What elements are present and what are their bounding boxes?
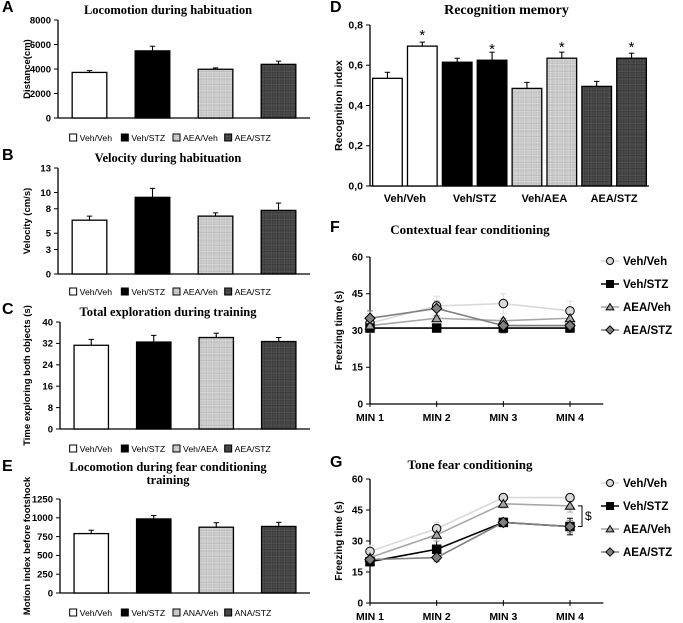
svg-text:500: 500 xyxy=(37,551,53,562)
svg-text:3: 3 xyxy=(46,245,51,256)
svg-text:MIN 2: MIN 2 xyxy=(423,412,451,424)
svg-text:Freezing time (s): Freezing time (s) xyxy=(334,501,345,580)
svg-text:Veh/STZ: Veh/STZ xyxy=(623,501,668,513)
svg-text:Veh/Veh: Veh/Veh xyxy=(80,287,113,297)
svg-text:MIN 4: MIN 4 xyxy=(556,412,584,424)
svg-text:4000: 4000 xyxy=(30,64,51,75)
svg-text:Distance(cm): Distance(cm) xyxy=(22,39,33,99)
svg-text:5: 5 xyxy=(46,229,52,240)
svg-text:MIN 4: MIN 4 xyxy=(556,611,584,623)
svg-text:30: 30 xyxy=(352,326,364,337)
svg-text:0,0: 0,0 xyxy=(348,180,363,192)
svg-text:training: training xyxy=(146,473,190,487)
svg-text:0: 0 xyxy=(48,424,53,435)
svg-text:8: 8 xyxy=(48,403,53,414)
svg-text:AEA/Veh: AEA/Veh xyxy=(183,287,218,297)
svg-text:1250: 1250 xyxy=(32,494,53,505)
svg-text:Velocity (cm/s): Velocity (cm/s) xyxy=(22,188,33,255)
svg-text:10: 10 xyxy=(40,188,51,199)
svg-text:Locomotion during fear conditi: Locomotion during fear conditioning xyxy=(69,460,267,474)
svg-text:Veh/STZ: Veh/STZ xyxy=(131,133,165,143)
svg-text:40: 40 xyxy=(42,317,53,328)
svg-text:30: 30 xyxy=(352,536,364,547)
svg-text:AEA/Veh: AEA/Veh xyxy=(623,302,671,314)
svg-text:*: * xyxy=(419,27,425,44)
svg-text:Veh/STZ: Veh/STZ xyxy=(131,608,165,618)
svg-text:0,6: 0,6 xyxy=(348,60,363,72)
svg-text:Veh/Veh: Veh/Veh xyxy=(623,478,667,490)
svg-text:ANA/STZ: ANA/STZ xyxy=(235,608,272,618)
svg-text:0: 0 xyxy=(46,269,51,280)
svg-text:AEA/Veh: AEA/Veh xyxy=(183,133,218,143)
svg-text:Veh/STZ: Veh/STZ xyxy=(453,193,497,205)
svg-text:Total exploration during train: Total exploration during training xyxy=(80,305,258,319)
svg-text:32: 32 xyxy=(42,339,53,350)
svg-text:Veh/STZ: Veh/STZ xyxy=(623,279,668,291)
svg-text:6000: 6000 xyxy=(30,40,51,51)
svg-text:16: 16 xyxy=(42,382,53,393)
svg-text:0: 0 xyxy=(357,399,363,410)
svg-text:Motion index before footshock: Motion index before footshock xyxy=(22,476,33,615)
svg-text:Recognition memory: Recognition memory xyxy=(444,3,569,18)
svg-text:Veh/Veh: Veh/Veh xyxy=(80,133,113,143)
svg-text:15: 15 xyxy=(352,567,364,578)
svg-text:2000: 2000 xyxy=(30,89,51,100)
svg-text:MIN 1: MIN 1 xyxy=(356,412,384,424)
svg-text:Time exploring both objects (s: Time exploring both objects (s) xyxy=(22,305,33,446)
svg-text:60: 60 xyxy=(352,252,364,263)
svg-text:Veh/Veh: Veh/Veh xyxy=(80,608,113,618)
svg-text:750: 750 xyxy=(37,532,53,543)
svg-text:*: * xyxy=(489,41,495,58)
svg-text:*: * xyxy=(559,39,565,56)
svg-text:0,2: 0,2 xyxy=(348,140,363,152)
svg-text:MIN 3: MIN 3 xyxy=(489,412,517,424)
svg-text:AEA/STZ: AEA/STZ xyxy=(235,444,272,454)
svg-text:Veh/STZ: Veh/STZ xyxy=(131,444,165,454)
svg-text:MIN 1: MIN 1 xyxy=(356,611,384,623)
svg-text:250: 250 xyxy=(37,570,53,581)
svg-text:MIN 2: MIN 2 xyxy=(423,611,451,623)
svg-text:*: * xyxy=(629,39,635,56)
svg-text:Locomotion during habituation: Locomotion during habituation xyxy=(84,3,252,17)
svg-text:Veh/STZ: Veh/STZ xyxy=(131,287,165,297)
svg-text:AEA/Veh: AEA/Veh xyxy=(623,524,671,536)
svg-text:24: 24 xyxy=(42,360,53,371)
svg-text:Freezing time (s): Freezing time (s) xyxy=(334,291,345,370)
svg-text:ANA/Veh: ANA/Veh xyxy=(183,608,218,618)
svg-text:Veh/Veh: Veh/Veh xyxy=(623,256,667,268)
svg-text:Veh/AEA: Veh/AEA xyxy=(521,193,567,205)
svg-text:AEA/STZ: AEA/STZ xyxy=(623,325,672,337)
svg-text:MIN 3: MIN 3 xyxy=(489,611,517,623)
svg-text:0: 0 xyxy=(48,588,53,599)
svg-text:AEA/STZ: AEA/STZ xyxy=(235,287,272,297)
svg-text:Veh/Veh: Veh/Veh xyxy=(384,193,426,205)
svg-text:Veh/Veh: Veh/Veh xyxy=(80,444,113,454)
svg-text:AEA/STZ: AEA/STZ xyxy=(591,193,638,205)
svg-text:45: 45 xyxy=(352,289,364,300)
svg-text:15: 15 xyxy=(352,363,364,374)
svg-text:0: 0 xyxy=(357,598,363,609)
svg-text:60: 60 xyxy=(352,474,364,485)
svg-text:Contextual fear conditioning: Contextual fear conditioning xyxy=(390,222,550,237)
svg-text:0,4: 0,4 xyxy=(348,100,363,112)
svg-text:45: 45 xyxy=(352,505,364,516)
svg-text:$: $ xyxy=(585,509,592,523)
svg-text:Tone fear conditioning: Tone fear conditioning xyxy=(408,457,533,472)
svg-text:13: 13 xyxy=(40,163,51,174)
svg-text:8000: 8000 xyxy=(30,15,51,26)
svg-text:Veh/AEA: Veh/AEA xyxy=(183,444,218,454)
svg-text:Recognition index: Recognition index xyxy=(333,60,345,151)
svg-text:Velocity during habituation: Velocity during habituation xyxy=(95,151,242,165)
svg-text:AEA/STZ: AEA/STZ xyxy=(235,133,272,143)
svg-text:0: 0 xyxy=(46,113,51,124)
svg-text:8: 8 xyxy=(46,204,51,215)
svg-text:1000: 1000 xyxy=(32,513,53,524)
svg-text:AEA/STZ: AEA/STZ xyxy=(623,547,672,559)
svg-text:0,8: 0,8 xyxy=(348,19,363,31)
